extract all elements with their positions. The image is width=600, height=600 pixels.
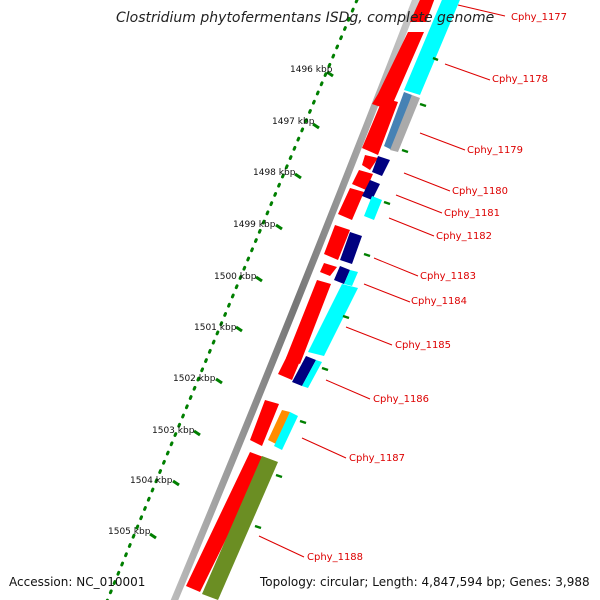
feature-cyan (302, 360, 322, 388)
genome-backbone (170, 0, 420, 600)
feature-cyan (274, 412, 298, 450)
feature-olive (202, 456, 278, 600)
leader-lines (258, 4, 506, 558)
feature-navy (340, 232, 362, 264)
kbp-label-1499: 1499 kbp (233, 220, 276, 230)
feature-navy (292, 356, 316, 386)
cds-feature (362, 98, 398, 155)
feature-cyan (308, 284, 358, 356)
gene-label-cphy-1187: Cphy_1187 (349, 453, 405, 464)
feature-navy (334, 266, 350, 284)
gene-label-cphy-1188: Cphy_1188 (307, 552, 363, 563)
cds-feature (410, 0, 435, 22)
gene-label-cphy-1177: Cphy_1177 (511, 12, 567, 23)
feature-ring (202, 0, 460, 600)
cds-feature (186, 452, 266, 592)
feature-orange (268, 410, 290, 444)
feature-cyan (364, 196, 382, 220)
feature-steel (384, 92, 412, 150)
gene-label-cphy-1184: Cphy_1184 (411, 296, 467, 307)
cds-feature (250, 400, 279, 446)
cds-feature (372, 32, 424, 110)
cds-feature (324, 225, 350, 260)
kbp-label-1501: 1501 kbp (194, 323, 237, 333)
topology-label: Topology: circular; Length: 4,847,594 bp… (259, 575, 590, 589)
kbp-label-1505: 1505 kbp (108, 527, 151, 537)
feature-navy (362, 180, 380, 200)
kbp-label-1496: 1496 kbp (290, 65, 333, 75)
cds-feature (362, 155, 378, 170)
kbp-label-1497: 1497 kbp (272, 117, 315, 127)
kbp-label-1498: 1498 kbp (253, 168, 296, 178)
cds-ring (186, 0, 435, 592)
scale-arc (105, 0, 359, 600)
kbp-label-1504: 1504 kbp (130, 476, 173, 486)
feature-cyan (404, 0, 460, 95)
kbp-label-1502: 1502 kbp (173, 374, 216, 384)
gene-label-cphy-1185: Cphy_1185 (395, 340, 451, 351)
gene-label-cphy-1186: Cphy_1186 (373, 394, 429, 405)
gene-label-cphy-1181: Cphy_1181 (444, 208, 500, 219)
feature-navy (372, 156, 390, 176)
gene-label-cphy-1180: Cphy_1180 (452, 186, 508, 197)
gene-label-cphy-1178: Cphy_1178 (492, 74, 548, 85)
gene-label-cphy-1179: Cphy_1179 (467, 145, 523, 156)
cds-feature (278, 350, 303, 380)
feature-gray (390, 95, 420, 152)
minor-ticks (254, 56, 439, 530)
cds-feature (320, 263, 337, 276)
cds-feature (286, 280, 331, 364)
cds-feature (338, 188, 364, 220)
kbp-label-1500: 1500 kbp (214, 272, 257, 282)
accession-label: Accession: NC_010001 (9, 575, 145, 589)
gene-label-cphy-1183: Cphy_1183 (420, 271, 476, 282)
kbp-ticks (149, 70, 334, 540)
gene-label-cphy-1182: Cphy_1182 (436, 231, 492, 242)
map-title: Clostridium phytofermentans ISDg, comple… (116, 10, 494, 26)
kbp-label-1503: 1503 kbp (152, 426, 195, 436)
feature-cyan (344, 270, 358, 286)
